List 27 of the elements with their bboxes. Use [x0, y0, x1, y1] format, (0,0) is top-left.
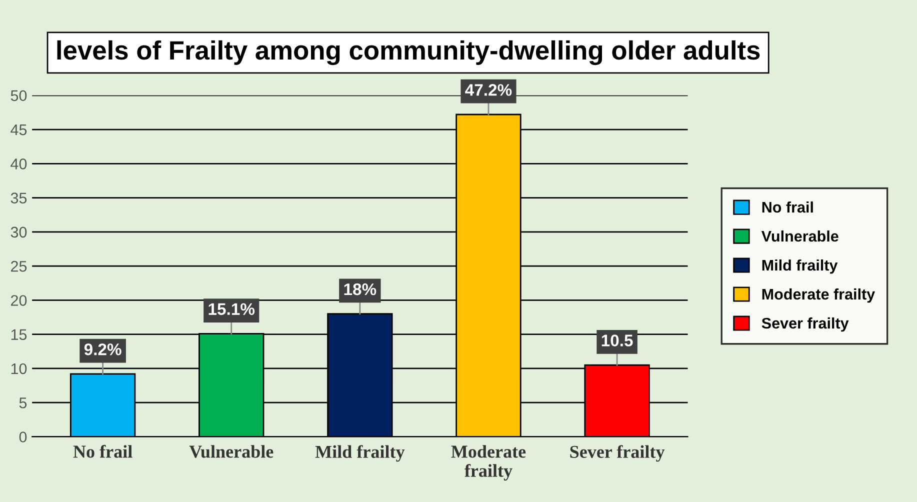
y-tick-label: 0: [19, 432, 27, 442]
x-tick-label: Sever frailty: [570, 445, 665, 462]
data-label: 9.2%: [84, 343, 122, 356]
x-tick-label: Vulnerable: [189, 445, 274, 458]
y-tick-label: 35: [10, 192, 27, 204]
chart-title: levels of Frailty among community-dwelling older adults: [57, 40, 760, 66]
legend-label: Moderate frailty: [762, 288, 876, 303]
y-tick-label: 5: [19, 398, 27, 408]
y-tick-label: 15: [11, 329, 27, 340]
legend-label: Sever frailty: [762, 317, 849, 332]
y-tick-label: 45: [10, 124, 27, 136]
data-label: 18%: [344, 283, 376, 296]
data-label: 47.2%: [465, 84, 512, 96]
y-tick-label: 30: [10, 226, 27, 238]
y-tick-label: 10: [11, 363, 27, 374]
legend-label: No frail: [762, 201, 813, 213]
x-tick-label: Moderate frailty: [451, 445, 526, 481]
x-tick-label: No frail: [73, 444, 132, 458]
data-label: 10.5: [602, 334, 633, 346]
legend-label: Vulnerable: [761, 230, 838, 242]
legend-label: Mild frailty: [762, 259, 838, 274]
data-label: 15.1%: [208, 303, 255, 315]
y-tick-label: 40: [10, 158, 27, 170]
y-tick-label: 50: [10, 90, 27, 102]
x-tick-label: Mild frailty: [315, 445, 405, 462]
y-tick-label: 25: [11, 260, 27, 272]
y-tick-label: 20: [11, 295, 27, 306]
